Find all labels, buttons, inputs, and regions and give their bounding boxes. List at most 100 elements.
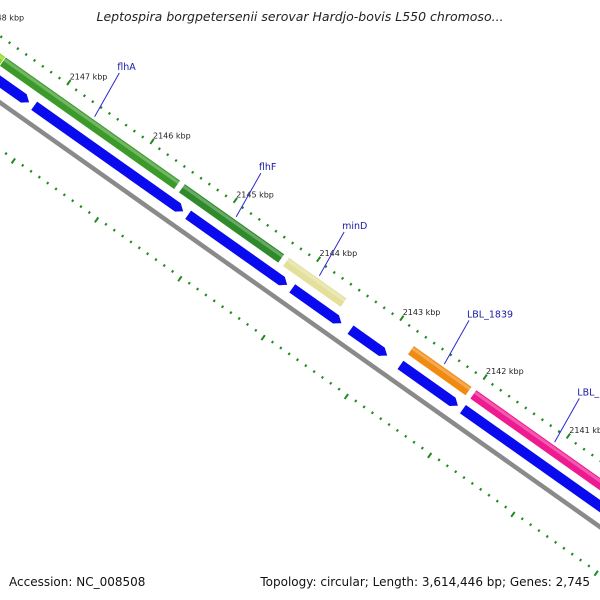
gene-highlight bbox=[411, 346, 472, 391]
inner-tick bbox=[454, 470, 458, 474]
outer-tick bbox=[482, 374, 488, 381]
gene-label: flhA bbox=[117, 62, 136, 73]
outer-tick-marks bbox=[0, 35, 600, 463]
inner-tick bbox=[177, 275, 183, 282]
inner-tick bbox=[229, 311, 233, 315]
inner-tick bbox=[562, 546, 566, 550]
outer-tick bbox=[182, 164, 186, 169]
inner-tick bbox=[204, 293, 208, 297]
backbone-line bbox=[0, 99, 600, 530]
inner-tick bbox=[87, 210, 91, 215]
inner-tick bbox=[312, 369, 316, 374]
outer-tick bbox=[524, 406, 528, 410]
gene-label: flhF bbox=[259, 162, 276, 173]
inner-tick bbox=[587, 564, 591, 568]
gene-leader-line bbox=[443, 320, 470, 365]
outer-tick bbox=[465, 365, 469, 369]
inner-tick bbox=[304, 364, 308, 368]
accession-label: Accession: NC_008508 bbox=[9, 575, 145, 589]
cds-arrow bbox=[346, 324, 389, 357]
cds-track bbox=[0, 74, 600, 514]
inner-tick bbox=[545, 534, 549, 539]
inner-tick bbox=[427, 452, 433, 459]
inner-tick bbox=[79, 205, 83, 209]
inner-tick bbox=[470, 481, 474, 486]
outer-tick bbox=[474, 371, 478, 375]
inner-tick bbox=[337, 387, 341, 391]
inner-tick bbox=[10, 157, 16, 164]
inner-tick bbox=[212, 299, 216, 303]
outer-tick bbox=[415, 329, 420, 333]
outer-tick bbox=[141, 135, 145, 139]
inner-tick bbox=[504, 505, 508, 509]
outer-tick bbox=[515, 400, 519, 404]
outer-tick bbox=[99, 105, 103, 110]
inner-tick bbox=[520, 517, 524, 521]
gene-leader-line bbox=[235, 172, 262, 218]
gene-leader-line bbox=[94, 72, 120, 117]
gene-labels: flhA flhF minD LBL_1839 LBL_1838 bbox=[94, 62, 600, 443]
inner-tick bbox=[154, 258, 158, 262]
outer-tick bbox=[349, 282, 353, 286]
outer-tick bbox=[507, 394, 511, 398]
outer-tick bbox=[232, 197, 238, 204]
gene-track bbox=[0, 52, 600, 492]
gene-leader-line bbox=[554, 398, 580, 443]
gene-highlight bbox=[182, 184, 284, 258]
tick-label: 2141 kbp bbox=[569, 426, 600, 435]
outer-tick bbox=[132, 129, 136, 133]
inner-tick bbox=[462, 475, 466, 480]
outer-tick bbox=[324, 264, 328, 269]
outer-tick bbox=[249, 211, 253, 216]
outer-tick bbox=[382, 306, 386, 310]
outer-tick bbox=[199, 176, 203, 180]
outer-tick bbox=[457, 359, 461, 363]
inner-tick bbox=[94, 216, 100, 223]
outer-tick bbox=[7, 41, 12, 45]
outer-tick bbox=[207, 182, 211, 186]
inner-tick bbox=[287, 352, 291, 356]
gene-highlight bbox=[286, 258, 347, 303]
inner-tick bbox=[104, 222, 108, 226]
cds-arrow bbox=[396, 359, 459, 407]
inner-tick bbox=[437, 458, 441, 462]
inner-tick bbox=[196, 287, 200, 291]
inner-tick bbox=[270, 340, 275, 344]
inner-tick bbox=[445, 464, 449, 468]
gene-highlight bbox=[3, 58, 180, 185]
gene-band bbox=[469, 389, 600, 492]
inner-tick bbox=[343, 393, 349, 400]
outer-tick bbox=[307, 253, 311, 257]
inner-tick bbox=[29, 169, 33, 173]
outer-tick bbox=[574, 441, 578, 445]
inner-tick bbox=[404, 434, 408, 438]
inner-tick bbox=[137, 246, 141, 250]
inner-tick bbox=[62, 193, 66, 197]
outer-tick bbox=[82, 94, 86, 98]
tick-label: 2146 kbp bbox=[153, 131, 191, 140]
outer-tick bbox=[32, 58, 37, 63]
outer-tick bbox=[124, 123, 128, 127]
inner-tick bbox=[510, 511, 516, 518]
inner-tick bbox=[295, 358, 300, 362]
outer-tick bbox=[424, 335, 428, 339]
gene-highlight bbox=[473, 390, 600, 483]
outer-tick bbox=[49, 70, 53, 74]
outer-tick bbox=[407, 323, 411, 328]
inner-tick bbox=[554, 540, 558, 544]
inner-tick bbox=[220, 305, 225, 309]
inner-tick bbox=[529, 523, 533, 527]
inner-tick bbox=[129, 240, 133, 244]
outer-tick bbox=[57, 76, 62, 80]
outer-tick bbox=[440, 347, 445, 351]
outer-tick bbox=[332, 270, 336, 275]
outer-tick bbox=[149, 138, 155, 145]
inner-tick bbox=[329, 381, 333, 385]
outer-tick bbox=[224, 194, 228, 198]
inner-tick bbox=[237, 316, 241, 321]
outer-tick bbox=[390, 312, 395, 316]
inner-tick bbox=[537, 528, 541, 533]
inner-tick bbox=[320, 375, 324, 380]
outer-tick bbox=[590, 453, 594, 457]
